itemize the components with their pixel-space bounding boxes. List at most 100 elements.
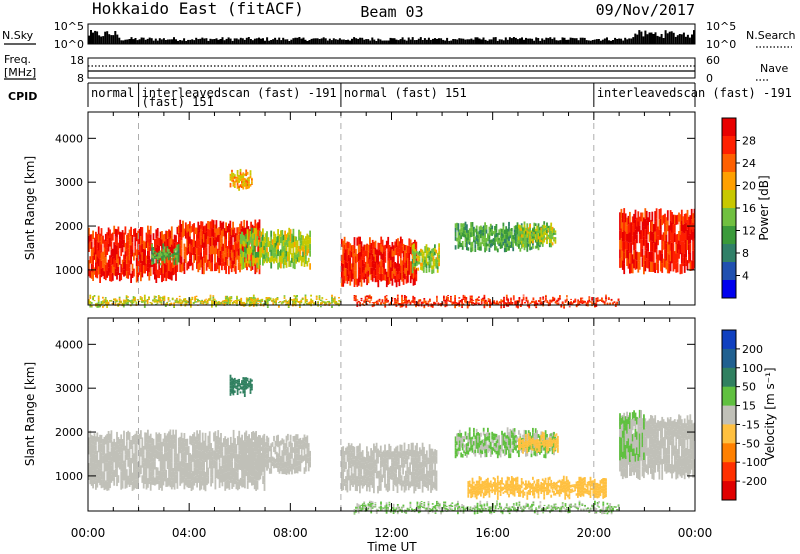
data-cell <box>650 251 652 262</box>
data-cell <box>158 432 161 443</box>
data-cell <box>568 303 571 305</box>
data-cell <box>152 261 155 264</box>
data-cell <box>542 296 545 299</box>
data-cell <box>241 302 244 304</box>
data-cell <box>156 252 159 255</box>
data-cell <box>405 301 408 304</box>
data-cell <box>270 255 273 263</box>
data-cell <box>305 236 307 241</box>
data-cell <box>417 300 420 302</box>
data-cell <box>366 295 368 297</box>
data-cell <box>155 256 158 266</box>
data-cell <box>190 300 192 302</box>
data-cell <box>461 232 464 237</box>
data-cell <box>233 174 236 177</box>
data-cell <box>252 298 255 301</box>
data-cell <box>145 263 148 271</box>
data-cell <box>145 470 148 480</box>
data-cell <box>390 274 392 281</box>
data-cell <box>412 298 415 300</box>
data-cell <box>275 258 278 263</box>
data-cell <box>294 295 297 298</box>
data-cell <box>305 240 307 246</box>
data-cell <box>605 296 607 298</box>
data-cell <box>457 303 459 305</box>
data-cell <box>355 248 357 257</box>
data-cell <box>462 298 465 300</box>
data-cell <box>335 301 338 302</box>
colorbar-swatch <box>722 190 736 209</box>
data-cell <box>88 300 90 302</box>
data-cell <box>516 242 519 247</box>
data-cell <box>245 238 248 244</box>
noise-bar <box>480 39 483 44</box>
data-cell <box>176 299 178 301</box>
data-cell <box>491 225 494 229</box>
data-cell <box>399 303 402 305</box>
noise-bar <box>421 40 424 44</box>
data-cell <box>682 241 685 250</box>
data-cell <box>169 256 172 258</box>
data-cell <box>282 262 285 269</box>
data-cell <box>193 231 195 240</box>
data-cell <box>478 234 481 239</box>
noise-bar <box>470 38 473 44</box>
data-cell <box>147 449 149 459</box>
data-cell <box>114 236 117 245</box>
data-cell <box>173 252 176 256</box>
data-cell <box>629 242 631 254</box>
data-cell <box>274 247 277 253</box>
data-cell <box>160 302 163 304</box>
data-cell <box>318 298 321 300</box>
data-cell <box>187 261 190 269</box>
cpid-segment-label: normal (fast) 151 <box>344 86 467 100</box>
data-cell <box>120 232 123 241</box>
data-cell <box>413 303 416 305</box>
data-cell <box>226 302 229 304</box>
data-cell <box>526 299 529 301</box>
data-cell <box>391 271 394 279</box>
data-cell <box>245 233 248 239</box>
data-cell <box>215 262 218 271</box>
data-cell <box>651 211 654 222</box>
data-cell <box>342 263 345 272</box>
data-cell <box>252 304 255 307</box>
data-cell <box>515 241 517 246</box>
data-cell <box>377 265 380 273</box>
data-cell <box>690 229 693 240</box>
data-cell <box>124 454 127 463</box>
data-cell <box>133 268 135 277</box>
data-cell <box>177 302 180 304</box>
data-cell <box>106 462 109 472</box>
data-cell <box>114 252 117 261</box>
data-cell <box>658 209 661 220</box>
data-cell <box>310 294 312 297</box>
data-cell <box>88 299 90 301</box>
data-cell <box>305 259 307 264</box>
data-cell <box>523 230 526 234</box>
data-cell <box>148 229 151 239</box>
data-cell <box>507 299 510 302</box>
data-cell <box>245 302 248 304</box>
data-cell <box>212 301 215 303</box>
data-cell <box>499 235 502 239</box>
data-cell <box>92 297 94 299</box>
data-cell <box>647 242 649 252</box>
data-cell <box>309 243 311 251</box>
data-cell <box>164 303 167 305</box>
data-cell <box>325 301 328 303</box>
data-cell <box>292 299 294 301</box>
data-cell <box>515 229 517 234</box>
data-cell <box>155 247 158 257</box>
data-cell <box>202 300 205 302</box>
data-cell <box>216 248 219 256</box>
data-cell <box>692 232 694 242</box>
data-cell <box>113 446 116 455</box>
data-cell <box>536 231 538 234</box>
data-cell <box>250 254 252 263</box>
data-cell <box>568 302 571 303</box>
data-cell <box>482 239 485 243</box>
data-cell <box>145 442 148 452</box>
data-cell <box>155 449 158 459</box>
